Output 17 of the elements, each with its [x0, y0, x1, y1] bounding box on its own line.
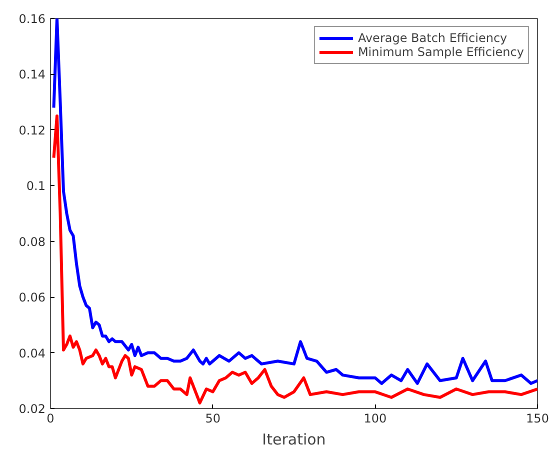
x-tick-label: 0	[46, 412, 54, 426]
y-tick-label: 0.1	[26, 179, 46, 194]
y-tick-label: 0.14	[18, 68, 46, 82]
legend-label: Average Batch Efficiency	[358, 31, 508, 45]
y-tick-label: 0.12	[18, 123, 46, 138]
x-tick-label: 50	[205, 412, 220, 426]
line-series	[52, 18, 538, 385]
y-tick-label: 0.04	[18, 346, 46, 360]
line-series	[52, 114, 538, 404]
x-tick-label: 100	[364, 412, 387, 426]
legend-label: Minimum Sample Efficiency	[358, 45, 524, 59]
y-tick-label: 0.06	[18, 290, 46, 305]
y-tick-label: 0.02	[18, 402, 46, 416]
x-axis-title: Iteration	[262, 430, 326, 448]
y-tick-label: 0.16	[18, 12, 46, 26]
y-tick-label: 0.08	[18, 234, 46, 249]
x-tick-label: 150	[526, 412, 549, 426]
